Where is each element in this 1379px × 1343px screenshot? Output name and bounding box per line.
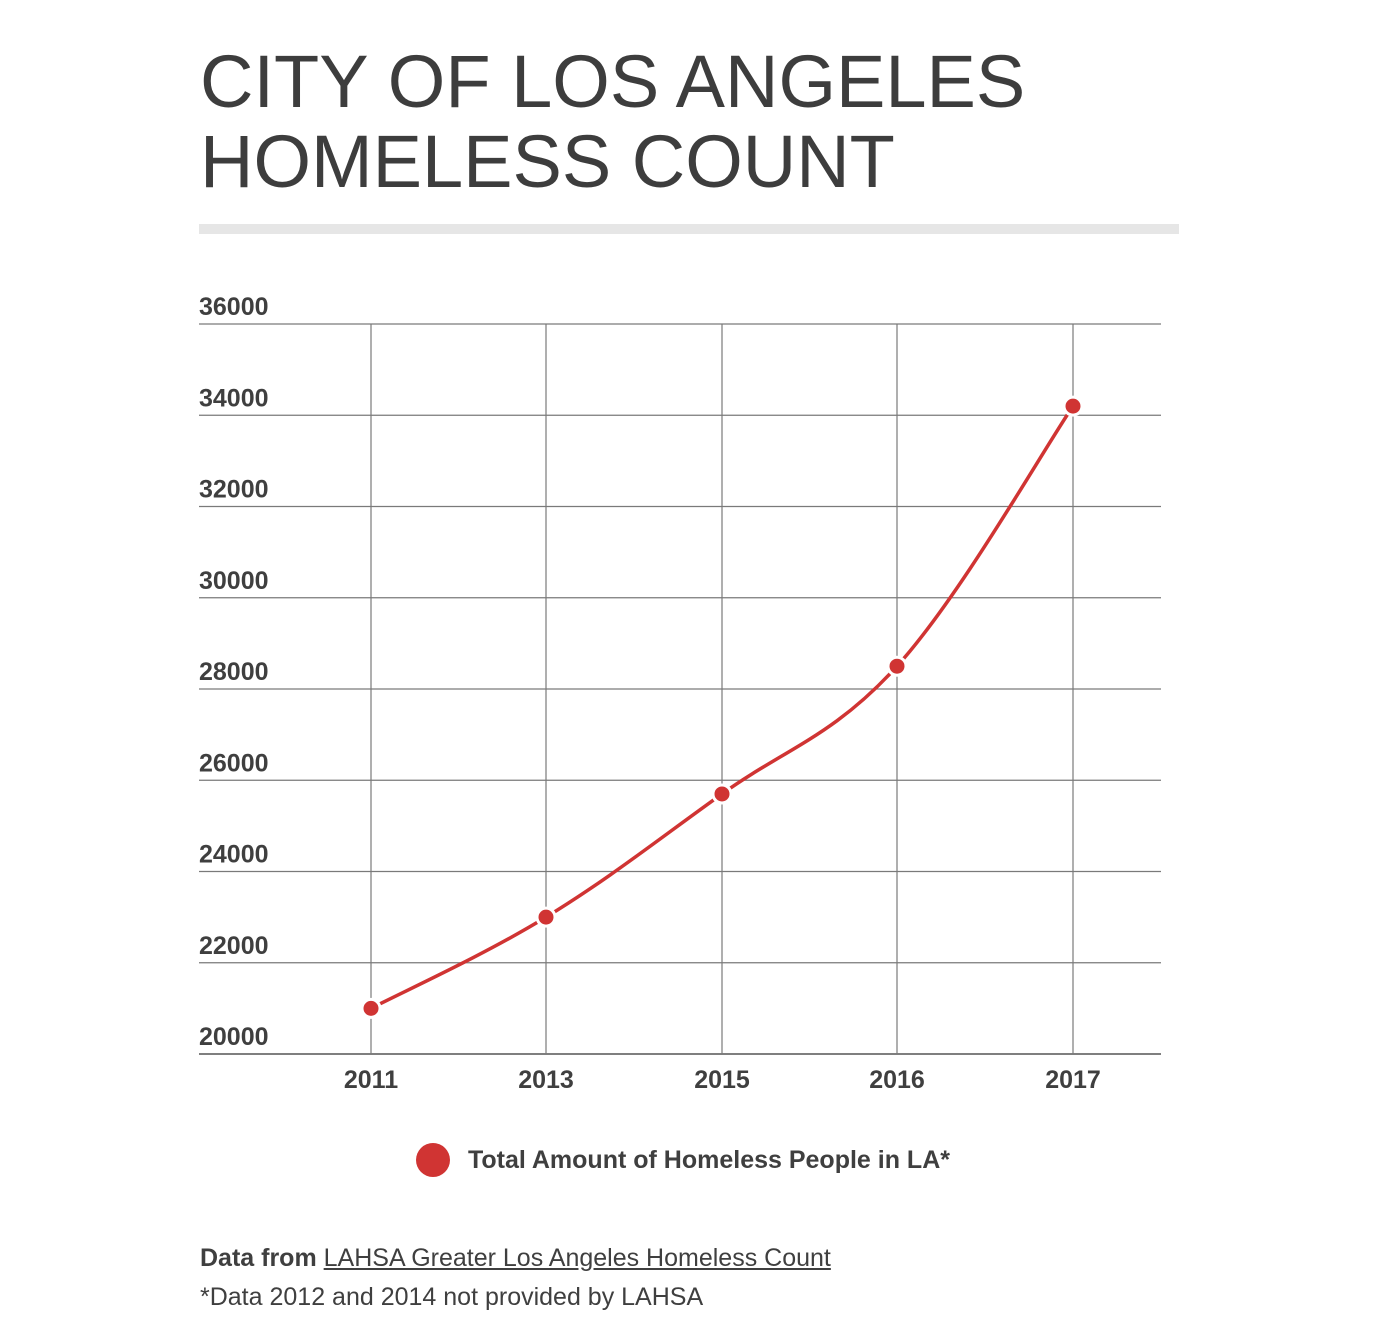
legend-label: Total Amount of Homeless People in LA* bbox=[468, 1145, 950, 1174]
y-tick-label-36000: 36000 bbox=[199, 293, 269, 321]
data-point-2015 bbox=[711, 783, 733, 805]
y-tick-label-28000: 28000 bbox=[199, 658, 269, 686]
data-point-2011 bbox=[360, 997, 382, 1019]
source-prefix: Data from bbox=[200, 1244, 317, 1272]
x-axis-ticks: 2011 2013 2015 2016 2017 bbox=[344, 1066, 1101, 1094]
title-divider bbox=[199, 224, 1179, 234]
y-tick-label-32000: 32000 bbox=[199, 476, 269, 504]
legend-marker bbox=[416, 1143, 450, 1177]
data-point-2013 bbox=[535, 906, 557, 928]
chart-title-line-1: CITY OF LOS ANGELES bbox=[200, 40, 1026, 123]
y-tick-label-22000: 22000 bbox=[199, 932, 269, 960]
chart-legend: Total Amount of Homeless People in LA* bbox=[416, 1143, 950, 1177]
y-tick-label-20000: 20000 bbox=[199, 1023, 269, 1051]
chart-title: CITY OF LOS ANGELES HOMELESS COUNT bbox=[200, 42, 1200, 202]
y-tick-label-26000: 26000 bbox=[199, 749, 269, 777]
source-link[interactable]: LAHSA Greater Los Angeles Homeless Count bbox=[323, 1244, 831, 1272]
x-tick-label-2013: 2013 bbox=[518, 1066, 574, 1094]
data-point-2016 bbox=[886, 655, 908, 677]
y-tick-label-30000: 30000 bbox=[199, 567, 269, 595]
chart-grid bbox=[199, 323, 1161, 1055]
y-tick-label-34000: 34000 bbox=[199, 384, 269, 412]
y-axis-ticks: 36000 34000 32000 30000 28000 26000 24000 22000… bbox=[199, 293, 269, 1051]
footnote: *Data 2012 and 2014 not provided by LAHS… bbox=[200, 1283, 704, 1311]
x-tick-label-2011: 2011 bbox=[344, 1066, 398, 1094]
y-tick-label-24000: 24000 bbox=[199, 841, 269, 869]
chart-series bbox=[360, 395, 1084, 1019]
x-tick-label-2016: 2016 bbox=[869, 1066, 925, 1094]
data-point-2017 bbox=[1062, 395, 1084, 417]
data-source: Data from LAHSA Greater Los Angeles Home… bbox=[200, 1244, 831, 1273]
chart-title-line-2: HOMELESS COUNT bbox=[200, 120, 895, 203]
x-tick-label-2017: 2017 bbox=[1045, 1066, 1101, 1094]
x-tick-label-2015: 2015 bbox=[694, 1066, 750, 1094]
